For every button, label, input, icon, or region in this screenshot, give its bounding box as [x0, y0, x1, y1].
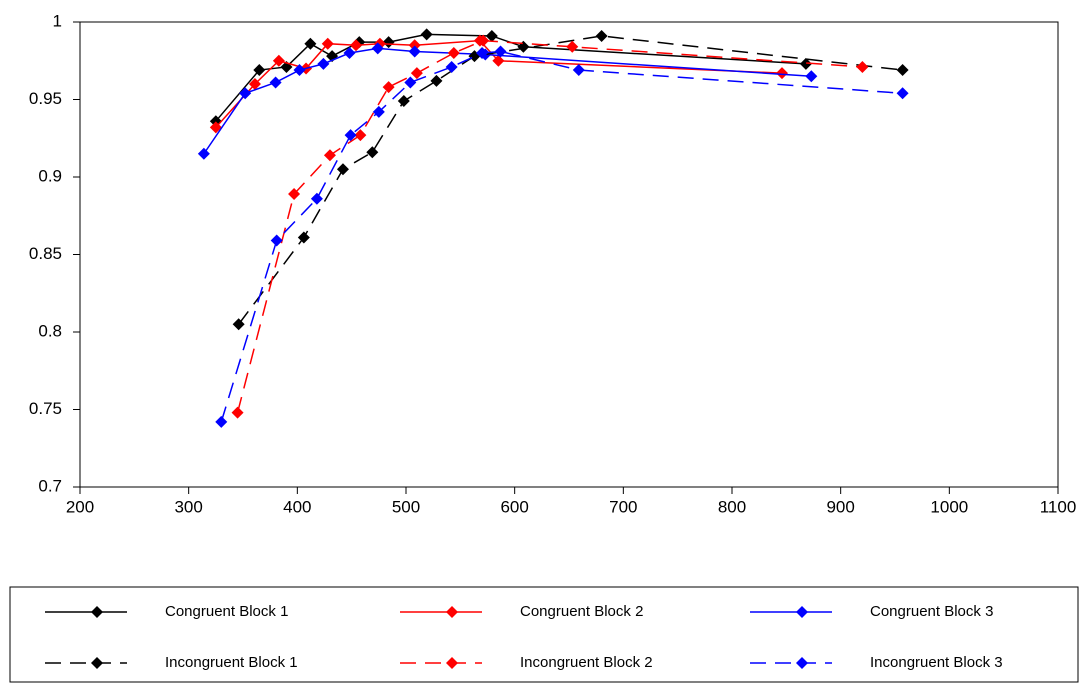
y-tick-label: 1: [53, 11, 62, 30]
data-point: [494, 45, 507, 58]
data-point: [799, 57, 812, 70]
x-tick-label: 700: [609, 497, 637, 516]
data-point: [410, 67, 423, 80]
data-point: [447, 47, 460, 59]
x-tick-label: 500: [392, 497, 420, 516]
series-line: [203, 47, 812, 155]
y-tick-label: 0.95: [29, 89, 62, 108]
data-point: [253, 64, 266, 77]
data-point: [317, 57, 330, 70]
data-point: [476, 47, 489, 59]
data-point: [485, 29, 498, 42]
legend-marker: [91, 606, 103, 618]
data-point: [350, 39, 363, 52]
x-tick-label: 600: [500, 497, 528, 516]
data-point: [304, 37, 317, 50]
data-point: [248, 78, 261, 90]
data-point: [430, 74, 443, 87]
legend-marker: [796, 606, 808, 618]
y-tick-label: 0.85: [29, 244, 62, 263]
data-point: [397, 95, 410, 108]
data-point: [404, 76, 417, 89]
legend-marker: [91, 657, 103, 669]
data-point: [354, 129, 367, 142]
y-tick-label: 0.8: [38, 321, 62, 340]
data-point: [343, 47, 356, 59]
x-tick-label: 400: [283, 497, 311, 516]
data-point: [371, 42, 384, 55]
data-point: [310, 192, 323, 205]
y-tick-label: 0.7: [38, 476, 62, 495]
data-point: [408, 39, 421, 52]
data-point: [209, 121, 222, 134]
series-line: [215, 33, 806, 122]
series-line: [236, 39, 863, 413]
data-point: [232, 318, 245, 331]
data-point: [231, 406, 244, 419]
data-point: [336, 163, 349, 176]
data-point: [297, 231, 310, 244]
data-point: [323, 149, 336, 162]
plot-frame: [79, 21, 1059, 488]
x-tick-label: 200: [66, 497, 94, 516]
data-point: [856, 60, 869, 73]
legend-marker: [796, 657, 808, 669]
legend-label: Congruent Block 2: [520, 603, 643, 620]
data-point: [445, 60, 458, 73]
data-point: [344, 129, 357, 142]
data-point: [272, 54, 285, 67]
data-point: [239, 87, 252, 100]
legend-label: Incongruent Block 1: [165, 654, 298, 671]
legend-label: Congruent Block 3: [870, 603, 993, 620]
legend-label: Incongruent Block 2: [520, 654, 653, 671]
series-line: [220, 50, 903, 423]
data-point: [372, 105, 385, 118]
x-tick-label: 800: [718, 497, 746, 516]
data-point: [197, 147, 210, 160]
x-tick-label: 1100: [1040, 497, 1077, 516]
x-tick-label: 1000: [930, 497, 968, 516]
legend-label: Incongruent Block 3: [870, 654, 1003, 671]
x-tick-label: 300: [174, 497, 202, 516]
data-point: [382, 36, 395, 49]
data-point: [321, 37, 334, 50]
series-line: [238, 35, 903, 325]
data-point: [775, 67, 788, 80]
data-point: [896, 87, 909, 100]
data-point: [477, 34, 490, 47]
y-tick-label: 0.75: [29, 399, 62, 418]
data-point: [269, 76, 282, 89]
legend-label: Congruent Block 1: [165, 603, 288, 620]
y-tick-label: 0.9: [38, 166, 62, 185]
data-point: [420, 28, 433, 41]
data-point: [293, 64, 306, 77]
data-point: [805, 70, 818, 83]
data-point: [270, 234, 283, 247]
x-tick-label: 900: [826, 497, 854, 516]
legend-box: [9, 586, 1079, 683]
data-point: [382, 81, 395, 94]
data-point: [566, 40, 579, 53]
legend-marker: [446, 606, 458, 618]
data-point: [288, 188, 301, 201]
legend-marker: [446, 657, 458, 669]
data-point: [572, 64, 585, 77]
data-point: [366, 146, 379, 159]
data-point: [896, 64, 909, 77]
data-point: [595, 29, 608, 42]
data-point: [408, 45, 421, 58]
data-point: [215, 415, 228, 428]
data-point: [492, 54, 505, 67]
